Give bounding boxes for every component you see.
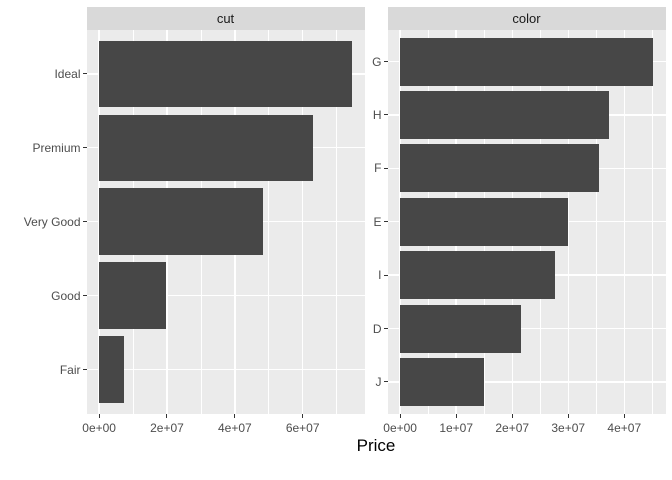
bar-very-good xyxy=(99,188,263,256)
x-tick-mark xyxy=(623,414,625,418)
bar-premium xyxy=(99,114,314,182)
y-tick-mark xyxy=(384,274,388,276)
x-tick-mark xyxy=(567,414,569,418)
gridline-major-horizontal xyxy=(387,381,666,383)
y-tick-mark xyxy=(384,61,388,63)
y-tick-mark xyxy=(83,73,87,75)
x-tick-mark xyxy=(399,414,401,418)
y-tick-label-g: G xyxy=(372,54,382,69)
y-tick-mark xyxy=(384,328,388,330)
bar-ideal xyxy=(99,40,352,108)
y-tick-label-very-good: Very Good xyxy=(23,214,81,229)
x-tick-label: 2e+07 xyxy=(495,420,530,435)
x-tick-mark xyxy=(234,414,236,418)
y-tick-mark xyxy=(83,221,87,223)
x-tick-label: 0e+00 xyxy=(82,420,116,435)
facet-strip-cut: cut xyxy=(86,7,365,30)
gridline-major-horizontal xyxy=(86,368,365,371)
x-tick-mark xyxy=(455,414,457,418)
y-tick-label-i: I xyxy=(378,268,382,283)
x-tick-mark xyxy=(166,414,168,418)
gridline-major-horizontal xyxy=(387,327,666,330)
y-tick-label-f: F xyxy=(374,161,382,176)
y-tick-mark xyxy=(83,147,87,149)
y-tick-label-premium: Premium xyxy=(32,140,81,155)
y-tick-mark xyxy=(384,221,388,223)
x-tick-label: 3e+07 xyxy=(551,420,586,435)
y-tick-mark xyxy=(384,114,388,116)
gridline-major-horizontal xyxy=(86,294,365,297)
x-tick-label: 2e+07 xyxy=(150,420,184,435)
x-tick-mark xyxy=(302,414,304,418)
x-tick-mark xyxy=(98,414,100,418)
x-tick-label: 4e+07 xyxy=(217,420,252,435)
bar-j xyxy=(400,357,484,406)
y-tick-mark xyxy=(384,167,388,169)
x-axis-title: Price xyxy=(356,436,396,455)
x-tick-label: 6e+07 xyxy=(285,420,320,435)
bar-h xyxy=(400,90,610,139)
facet-strip-label-color: color xyxy=(512,10,541,26)
y-tick-label-h: H xyxy=(372,107,382,122)
bar-fair xyxy=(99,336,124,403)
facet-panel-cut xyxy=(86,29,365,414)
bar-e xyxy=(400,197,569,246)
facet-panel-color xyxy=(387,29,666,414)
x-tick-label: 4e+07 xyxy=(607,420,642,435)
x-tick-label: 1e+07 xyxy=(439,420,474,435)
y-tick-label-j: J xyxy=(375,374,382,389)
bar-good xyxy=(99,262,166,329)
facet-strip-color: color xyxy=(387,7,666,30)
y-tick-label-good: Good xyxy=(51,288,81,303)
facet-strip-label-cut: cut xyxy=(216,10,235,26)
x-tick-label: 0e+00 xyxy=(383,420,417,435)
y-tick-mark xyxy=(83,295,87,297)
y-tick-mark xyxy=(83,369,87,371)
y-tick-label-e: E xyxy=(373,214,382,229)
bar-g xyxy=(400,37,653,86)
y-tick-label-fair: Fair xyxy=(59,362,81,377)
y-tick-mark xyxy=(384,381,388,383)
x-tick-mark xyxy=(511,414,513,418)
bar-i xyxy=(400,251,555,300)
y-tick-label-d: D xyxy=(372,321,382,336)
y-tick-label-ideal: Ideal xyxy=(54,66,81,81)
bar-d xyxy=(400,304,521,353)
bar-f xyxy=(400,144,600,193)
